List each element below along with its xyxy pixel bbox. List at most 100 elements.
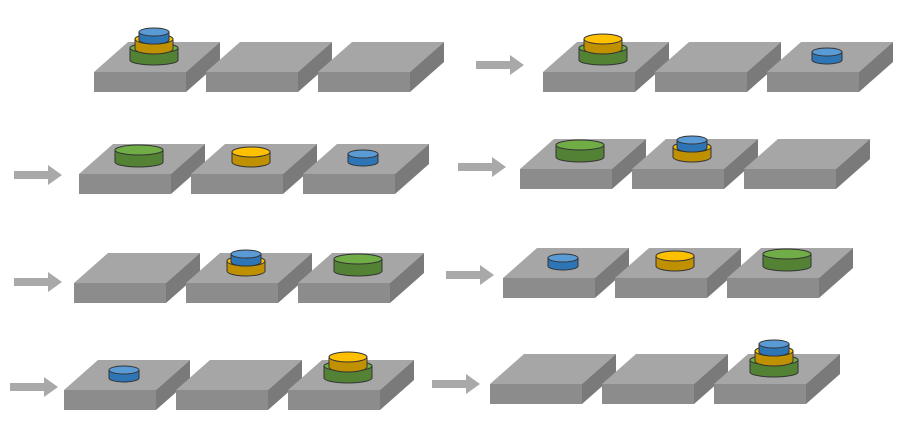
peg-1 (74, 253, 200, 303)
arrow-icon (476, 55, 524, 75)
peg-front-face (655, 72, 747, 92)
peg-top-face (602, 354, 728, 384)
arrow-icon (14, 272, 62, 292)
arrow-icon (10, 377, 58, 397)
disk-top (328, 351, 368, 363)
peg-top-face (490, 354, 616, 384)
peg-front-face (79, 174, 171, 194)
disk-top (347, 149, 379, 159)
peg-front-face (186, 283, 278, 303)
arrow-icon (446, 265, 494, 285)
step-1 (94, 27, 444, 92)
peg-front-face (744, 169, 836, 189)
peg-side-face (612, 139, 646, 189)
peg-front-face (288, 390, 380, 410)
arrow-shape (14, 165, 62, 185)
arrow-icon (14, 165, 62, 185)
peg-side-face (724, 139, 758, 189)
peg-side-face (819, 248, 853, 298)
disk-medium (231, 146, 271, 168)
peg-side-face (298, 42, 332, 92)
disk-small (108, 365, 140, 383)
peg-top-face (176, 360, 302, 390)
disk-small (758, 339, 790, 357)
arrow-shape (458, 157, 506, 177)
peg-side-face (268, 360, 302, 410)
peg-side-face (747, 42, 781, 92)
disk-large (114, 144, 164, 168)
peg-top-face (74, 253, 200, 283)
step-2 (543, 33, 893, 92)
peg-side-face (595, 248, 629, 298)
arrow-shape (14, 272, 62, 292)
disk-top (114, 144, 164, 156)
disk-top (547, 253, 579, 263)
peg-front-face (298, 283, 390, 303)
disk-top (555, 139, 605, 151)
peg-2 (206, 42, 332, 92)
disk-top (655, 250, 695, 262)
step-4 (520, 135, 870, 189)
step-5 (74, 249, 424, 303)
peg-front-face (543, 72, 635, 92)
disk-large (762, 248, 812, 272)
peg-3 (318, 42, 444, 92)
peg-front-face (64, 390, 156, 410)
disk-medium (583, 33, 623, 55)
arrow-shape (446, 265, 494, 285)
peg-side-face (635, 42, 669, 92)
peg-side-face (694, 354, 728, 404)
peg-front-face (94, 72, 186, 92)
peg-front-face (176, 390, 268, 410)
disk-large (333, 253, 383, 277)
disk-medium (655, 250, 695, 272)
step-7 (64, 351, 414, 410)
disk-top (811, 47, 843, 57)
peg-2 (655, 42, 781, 92)
peg-front-face (74, 283, 166, 303)
peg-front-face (206, 72, 298, 92)
disk-small (138, 27, 170, 45)
peg-top-face (744, 139, 870, 169)
peg-side-face (186, 42, 220, 92)
disk-top (108, 365, 140, 375)
peg-side-face (410, 42, 444, 92)
peg-side-face (156, 360, 190, 410)
peg-top-face (655, 42, 781, 72)
peg-side-face (582, 354, 616, 404)
disk-top (230, 249, 262, 259)
peg-top-face (206, 42, 332, 72)
peg-side-face (395, 144, 429, 194)
disk-top (333, 253, 383, 265)
arrow-shape (476, 55, 524, 75)
arrow-icon (432, 374, 480, 394)
disk-top (583, 33, 623, 45)
disk-small (347, 149, 379, 167)
arrow-icon (458, 157, 506, 177)
peg-side-face (166, 253, 200, 303)
peg-2 (176, 360, 302, 410)
peg-front-face (503, 278, 595, 298)
peg-3 (744, 139, 870, 189)
peg-side-face (859, 42, 893, 92)
peg-front-face (727, 278, 819, 298)
peg-front-face (191, 174, 283, 194)
peg-front-face (318, 72, 410, 92)
disk-medium (328, 351, 368, 373)
peg-front-face (602, 384, 694, 404)
step-6 (503, 248, 853, 298)
peg-front-face (520, 169, 612, 189)
disk-small (547, 253, 579, 271)
disk-small (676, 135, 708, 153)
disk-small (811, 47, 843, 65)
peg-front-face (767, 72, 859, 92)
peg-side-face (836, 139, 870, 189)
peg-front-face (615, 278, 707, 298)
peg-top-face (318, 42, 444, 72)
peg-side-face (171, 144, 205, 194)
peg-front-face (490, 384, 582, 404)
peg-front-face (303, 174, 395, 194)
step-8 (490, 339, 840, 404)
peg-front-face (632, 169, 724, 189)
